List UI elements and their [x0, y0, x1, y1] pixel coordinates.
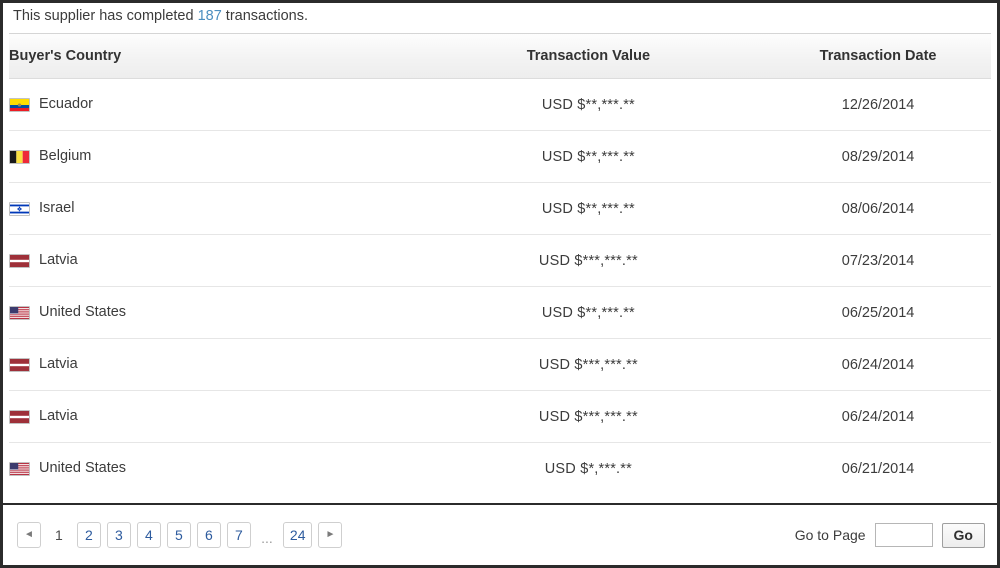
summary-line: This supplier has completed 187 transact… [3, 3, 997, 33]
country-cell: Latvia [9, 253, 412, 268]
cell-transaction-date: 06/25/2014 [765, 286, 991, 339]
summary-suffix: transactions. [221, 8, 309, 24]
table-row[interactable]: United States USD $*,***.** 06/21/2014 [9, 442, 991, 494]
cell-transaction-date: 06/24/2014 [765, 390, 991, 443]
cell-country: Latvia [9, 390, 412, 443]
flag-belgium [9, 149, 30, 164]
flag-israel [9, 201, 30, 216]
table-body: Ecuador USD $**,***.** 12/26/2014 Belgium US… [9, 78, 991, 494]
column-header-date[interactable]: Transaction Date [765, 34, 991, 79]
pagination-prev-button[interactable]: ◄ [17, 522, 41, 548]
cell-transaction-value: USD $***,***.** [411, 234, 766, 287]
table-row[interactable]: Latvia USD $***,***.** 06/24/2014 [9, 390, 991, 443]
flag-latvia [9, 357, 30, 372]
cell-transaction-value: USD $**,***.** [411, 182, 766, 235]
cell-transaction-value: USD $***,***.** [411, 338, 766, 391]
cell-transaction-date: 12/26/2014 [765, 78, 991, 131]
cell-country: Latvia [9, 234, 412, 287]
cell-transaction-value: USD $**,***.** [411, 130, 766, 183]
flag-united-states [9, 461, 30, 476]
pagination-page-5[interactable]: 5 [166, 522, 191, 548]
cell-country: Israel [9, 182, 412, 235]
transactions-table: Buyer's Country Transaction Value Transa… [9, 34, 991, 494]
cell-transaction-date: 06/21/2014 [765, 442, 991, 494]
pagination-next-button[interactable]: ► [318, 522, 343, 548]
cell-transaction-date: 08/29/2014 [765, 130, 991, 183]
country-cell: United States [9, 461, 412, 476]
cell-transaction-value: USD $**,***.** [411, 286, 766, 339]
transactions-table-wrapper: Buyer's Country Transaction Value Transa… [9, 33, 991, 494]
country-name: Latvia [39, 252, 78, 269]
flag-ecuador [9, 97, 30, 112]
country-name: Ecuador [39, 96, 94, 113]
pagination: ◄ 1 2 3 4 5 6 7... 24 ► [17, 522, 343, 548]
cell-transaction-value: USD $**,***.** [411, 78, 766, 131]
flag-latvia [9, 253, 30, 268]
table-row[interactable]: Latvia USD $***,***.** 07/23/2014 [9, 234, 991, 287]
pagination-page-1: 1 [55, 527, 63, 543]
flag-united-states [9, 305, 30, 320]
summary-prefix: This supplier has completed [13, 8, 198, 24]
column-header-country[interactable]: Buyer's Country [9, 34, 412, 79]
table-header-row: Buyer's Country Transaction Value Transa… [9, 34, 991, 79]
goto-page-label: Go to Page [794, 527, 866, 543]
pagination-page-3[interactable]: 3 [106, 522, 131, 548]
country-cell: Ecuador [9, 97, 412, 112]
goto-page-group: Go to Page Go [794, 522, 985, 548]
country-cell: Latvia [9, 409, 412, 424]
cell-transaction-date: 08/06/2014 [765, 182, 991, 235]
column-header-value[interactable]: Transaction Value [411, 34, 766, 79]
cell-country: United States [9, 442, 412, 494]
table-row[interactable]: Latvia USD $***,***.** 06/24/2014 [9, 338, 991, 391]
flag-latvia [9, 409, 30, 424]
country-cell: Latvia [9, 357, 412, 372]
cell-transaction-value: USD $*,***.** [411, 442, 766, 494]
pagination-page-2[interactable]: 2 [76, 522, 101, 548]
pagination-page-6[interactable]: 6 [196, 522, 221, 548]
cell-transaction-date: 06/24/2014 [765, 338, 991, 391]
country-name: United States [39, 304, 127, 321]
country-name: United States [39, 460, 127, 477]
country-name: Latvia [39, 408, 78, 425]
country-cell: Israel [9, 201, 412, 216]
country-name: Belgium [39, 148, 92, 165]
pagination-page-4[interactable]: 4 [136, 522, 161, 548]
pagination-page-7[interactable]: 7 [226, 522, 251, 548]
table-row[interactable]: United States USD $**,***.** 06/25/2014 [9, 286, 991, 339]
cell-country: United States [9, 286, 412, 339]
goto-page-input[interactable] [874, 523, 933, 547]
pagination-page-last[interactable]: 24 [282, 522, 313, 548]
table-row[interactable]: Belgium USD $**,***.** 08/29/2014 [9, 130, 991, 183]
country-name: Israel [39, 200, 75, 217]
table-row[interactable]: Ecuador USD $**,***.** 12/26/2014 [9, 78, 991, 131]
cell-country: Latvia [9, 338, 412, 391]
cell-transaction-date: 07/23/2014 [765, 234, 991, 287]
cell-country: Ecuador [9, 78, 412, 131]
cell-country: Belgium [9, 130, 412, 183]
transaction-count-link[interactable]: 187 [197, 8, 222, 24]
table-row[interactable]: Israel USD $**,***.** 08/06/2014 [9, 182, 991, 235]
table-header: Buyer's Country Transaction Value Transa… [9, 34, 991, 79]
cell-transaction-value: USD $***,***.** [411, 390, 766, 443]
country-name: Latvia [39, 356, 78, 373]
country-cell: Belgium [9, 149, 412, 164]
go-button[interactable]: Go [941, 522, 985, 548]
country-cell: United States [9, 305, 412, 320]
table-footer: ◄ 1 2 3 4 5 6 7... 24 ► Go to Page Go [3, 503, 997, 565]
pagination-ellipsis: ... [261, 530, 273, 546]
